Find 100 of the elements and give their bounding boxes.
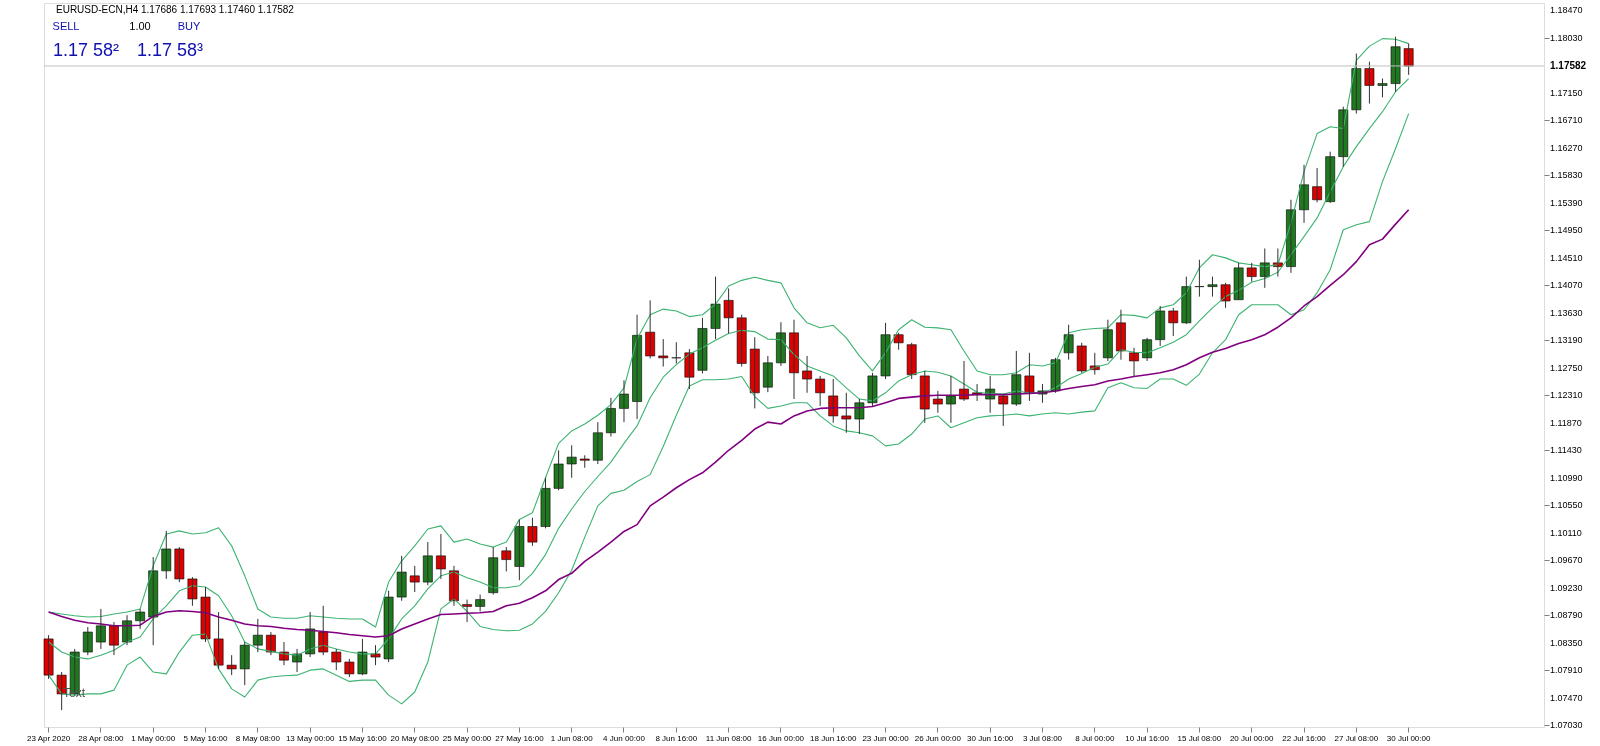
y-tick-label: 1.11430 bbox=[1550, 445, 1582, 456]
x-tick-label: 23 Jun 00:00 bbox=[862, 733, 910, 743]
x-tick-label: 30 Jul 00:00 bbox=[1386, 733, 1431, 743]
candlestick bbox=[1390, 36, 1401, 93]
x-tick-label: 5 May 16:00 bbox=[183, 733, 229, 743]
candlestick bbox=[409, 565, 420, 593]
y-tick-label: 1.07910 bbox=[1550, 665, 1583, 676]
candlestick bbox=[43, 634, 54, 680]
x-tick-label: 8 Jun 16:00 bbox=[655, 733, 698, 743]
candlestick bbox=[239, 641, 250, 686]
y-tick-label: 1.08350 bbox=[1550, 637, 1583, 648]
candlestick bbox=[1181, 276, 1192, 325]
candlestick bbox=[1220, 282, 1231, 309]
y-tick-label: 1.15830 bbox=[1550, 170, 1583, 181]
annotation: 1.00 bbox=[129, 20, 151, 32]
x-tick-label: 27 Jul 08:00 bbox=[1334, 733, 1379, 743]
x-tick-label: 20 May 08:00 bbox=[390, 733, 440, 743]
x-tick-label: 27 May 16:00 bbox=[495, 733, 545, 743]
y-tick-label: 1.12310 bbox=[1550, 390, 1583, 401]
candlestick bbox=[488, 546, 499, 596]
candlestick bbox=[540, 477, 551, 529]
ref-line-label: 1.17582 bbox=[1550, 59, 1587, 71]
y-tick-label: 1.07030 bbox=[1550, 720, 1583, 731]
annotation: 1.17 58² bbox=[52, 40, 120, 60]
candlestick bbox=[1050, 357, 1061, 394]
candlestick bbox=[357, 638, 368, 676]
candlestick bbox=[501, 546, 512, 572]
candlestick bbox=[592, 421, 603, 465]
x-tick-label: 28 Apr 08:00 bbox=[78, 733, 125, 743]
y-tick-label: 1.08790 bbox=[1550, 610, 1583, 621]
x-tick-label: 8 Jul 00:00 bbox=[1075, 733, 1115, 743]
candlestick bbox=[854, 398, 865, 435]
x-tick-label: 26 Jun 00:00 bbox=[914, 733, 962, 743]
candlestick bbox=[462, 599, 472, 623]
candlestick bbox=[723, 287, 734, 334]
candlestick bbox=[932, 390, 943, 414]
candlestick bbox=[906, 342, 917, 380]
candlestick bbox=[998, 393, 1009, 427]
candlestick bbox=[527, 517, 538, 547]
candlestick bbox=[566, 444, 577, 479]
candlestick bbox=[252, 618, 263, 653]
candlestick bbox=[671, 341, 682, 364]
y-tick-label: 1.17150 bbox=[1550, 87, 1583, 98]
annotation: 1.17 58³ bbox=[136, 40, 204, 60]
candlestick bbox=[187, 576, 198, 607]
candlestick bbox=[161, 530, 172, 580]
y-tick-label: 1.11870 bbox=[1550, 417, 1582, 428]
candlestick bbox=[1364, 61, 1375, 105]
candlestick bbox=[1155, 305, 1166, 347]
candlestick bbox=[331, 648, 342, 671]
y-tick-label: 1.18470 bbox=[1550, 5, 1583, 16]
x-tick-label: 13 May 00:00 bbox=[285, 733, 335, 743]
x-tick-label: 4 Jun 00:00 bbox=[603, 733, 646, 743]
candlestick bbox=[1011, 350, 1022, 407]
y-tick-label: 1.10550 bbox=[1550, 500, 1583, 511]
candlestick bbox=[1194, 259, 1205, 298]
candlestick bbox=[1168, 307, 1179, 337]
candlestick bbox=[396, 555, 407, 602]
candlestick bbox=[344, 658, 355, 678]
x-tick-label: 22 Jul 16:00 bbox=[1282, 733, 1327, 743]
y-tick-label: 1.07470 bbox=[1550, 692, 1583, 703]
candlestick bbox=[200, 586, 211, 643]
y-tick-label: 1.10110 bbox=[1550, 527, 1582, 538]
candlestick bbox=[370, 644, 381, 666]
candlestick bbox=[841, 392, 852, 434]
x-tick-label: 3 Jul 08:00 bbox=[1022, 733, 1063, 743]
x-tick-label: 15 May 16:00 bbox=[338, 733, 388, 743]
y-tick-label: 1.12750 bbox=[1550, 362, 1583, 373]
candlestick bbox=[658, 338, 669, 368]
candlestick bbox=[1377, 78, 1388, 98]
y-tick-label: 1.10990 bbox=[1550, 472, 1583, 483]
candlestick bbox=[1351, 53, 1362, 115]
candlestick bbox=[82, 626, 93, 656]
y-tick-label: 1.13190 bbox=[1550, 335, 1583, 346]
x-tick-label: 15 Jul 08:00 bbox=[1177, 733, 1222, 743]
candlestick bbox=[710, 276, 721, 340]
candlestick bbox=[762, 355, 773, 393]
candlestick bbox=[749, 336, 760, 409]
candlestick bbox=[684, 348, 695, 390]
candlestick bbox=[1076, 342, 1087, 374]
x-tick-label: 1 Jun 08:00 bbox=[550, 733, 594, 743]
annotation: SELL bbox=[52, 20, 80, 32]
x-tick-label: 11 Jun 08:00 bbox=[705, 733, 752, 743]
candlestick bbox=[1063, 324, 1074, 361]
y-tick-label: 1.09230 bbox=[1550, 582, 1583, 593]
y-tick-label: 1.14510 bbox=[1550, 252, 1583, 263]
x-tick-label: 8 May 08:00 bbox=[235, 733, 281, 743]
y-tick-label: 1.18030 bbox=[1550, 32, 1583, 43]
candlestick bbox=[1246, 262, 1257, 283]
x-tick-label: 25 May 00:00 bbox=[442, 733, 492, 743]
y-tick-label: 1.14950 bbox=[1550, 225, 1583, 236]
y-tick-label: 1.15390 bbox=[1550, 197, 1583, 208]
candlestick bbox=[867, 372, 878, 407]
candlestick bbox=[174, 546, 185, 583]
x-tick-label: 10 Jul 16:00 bbox=[1125, 733, 1170, 743]
candlestick bbox=[1403, 43, 1414, 76]
candlestick bbox=[697, 317, 708, 374]
candlestick bbox=[802, 355, 812, 394]
candlestick bbox=[436, 533, 446, 580]
annotation: Text bbox=[62, 686, 86, 700]
